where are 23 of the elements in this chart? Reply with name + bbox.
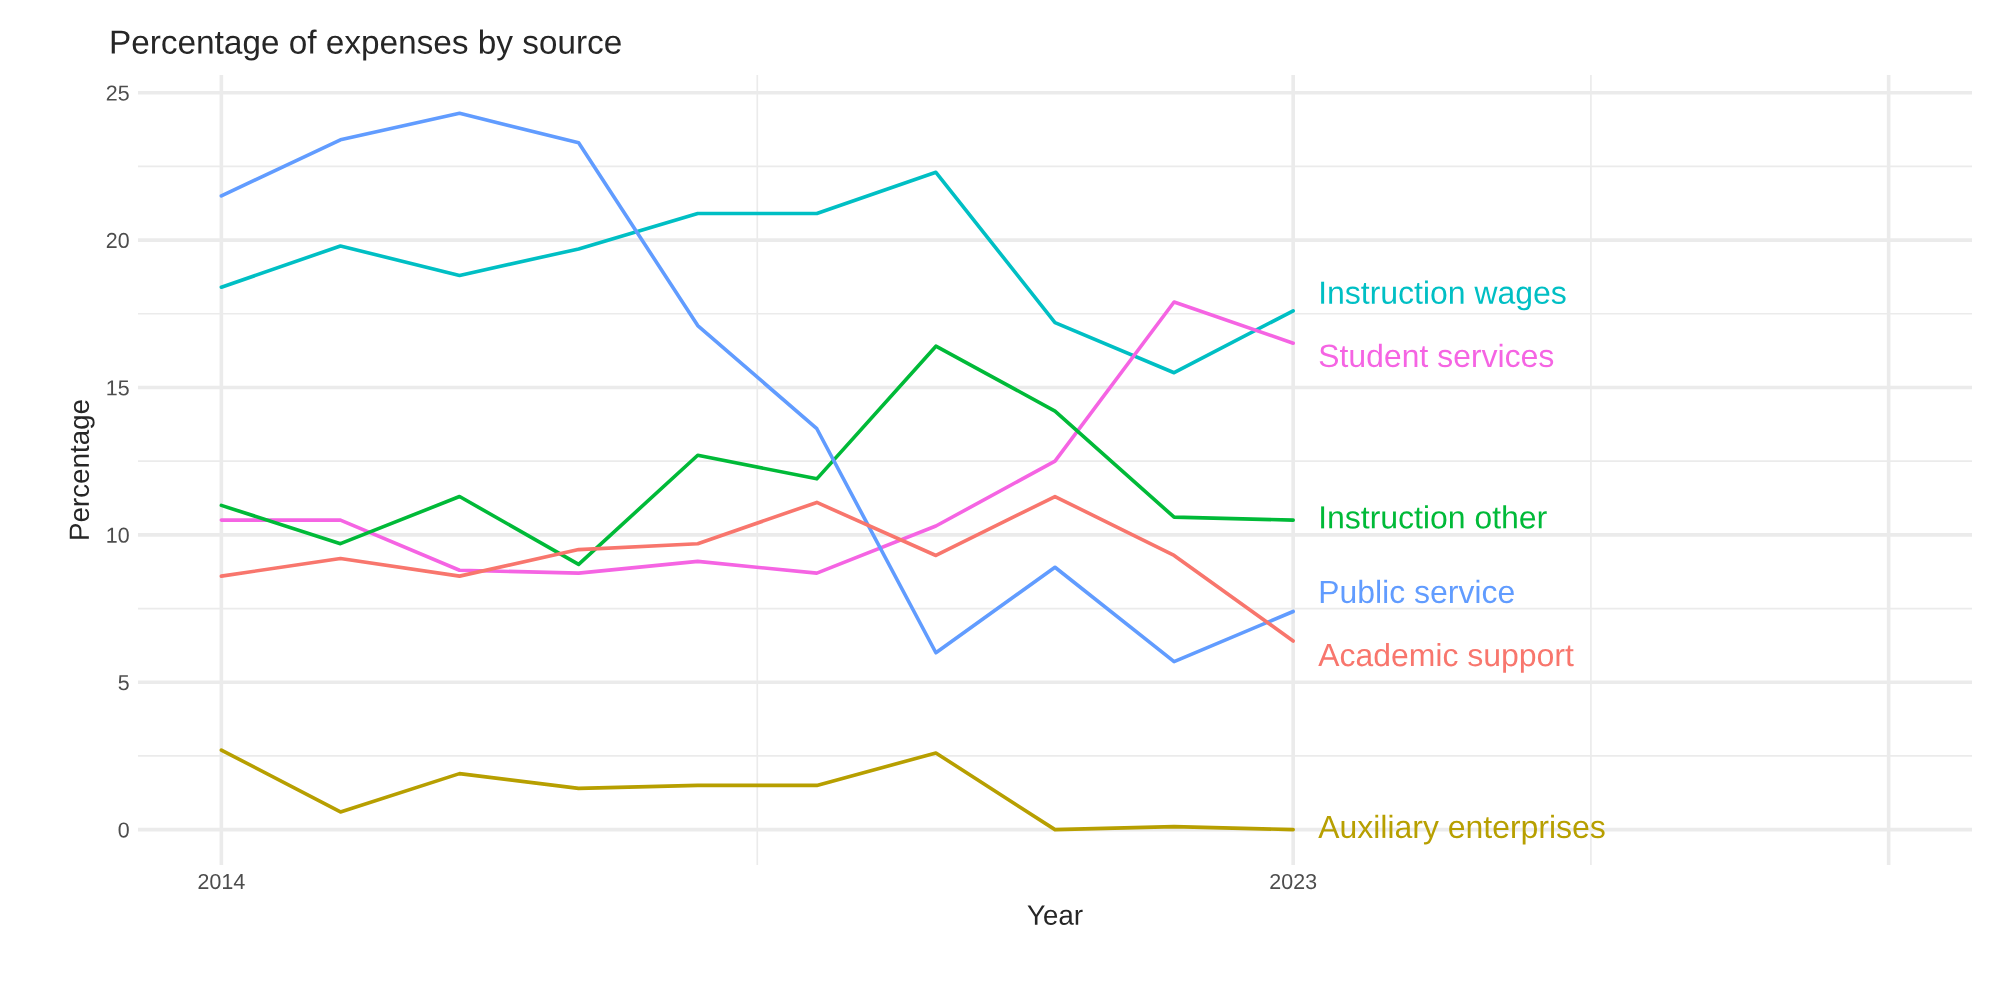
y-axis-title: Percentage <box>69 400 95 539</box>
line-series <box>219 494 1295 643</box>
line-series <box>219 344 1295 567</box>
series-label: Instruction wages <box>1321 280 1566 311</box>
x-tick-label: 2023 <box>1270 873 1317 890</box>
series-label: Public service <box>1320 579 1514 604</box>
series-label: Auxiliary enterprises <box>1318 814 1605 845</box>
line-series <box>219 170 1295 375</box>
y-tick-label: 15 <box>107 380 129 396</box>
line-series <box>219 748 1295 832</box>
x-axis-title: Year <box>1027 905 1083 925</box>
y-tick-label: 25 <box>106 85 129 101</box>
y-tick-label: 10 <box>107 527 129 543</box>
line-series <box>219 111 1295 664</box>
series-label: Instruction other <box>1321 505 1547 529</box>
y-tick-label: 5 <box>118 675 129 691</box>
line-series <box>219 300 1295 575</box>
series-label: Academic support <box>1318 642 1574 673</box>
y-tick-label: 20 <box>106 232 129 249</box>
chart-title: Percentage of expenses by source <box>111 29 621 61</box>
y-tick-label: 0 <box>118 822 129 838</box>
x-tick-label: 2014 <box>198 873 245 890</box>
series-label: Student services <box>1319 343 1554 368</box>
